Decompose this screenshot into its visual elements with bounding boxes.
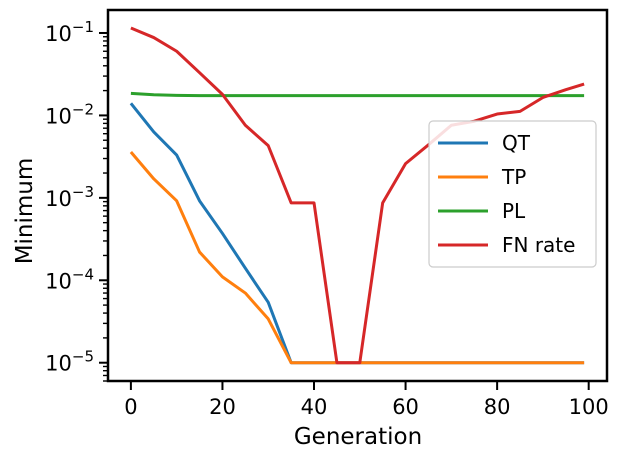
y-axis-title: Minimum [12,158,38,265]
y-tick-label: 10−4 [45,265,94,293]
y-tick-label: 10−2 [45,100,94,128]
x-tick-label: 100 [569,395,609,419]
legend: QT TP PL FN rate [428,120,597,268]
x-axis-title: Generation [294,424,422,450]
x-tick-label: 20 [209,395,236,419]
legend-label: QT [502,131,531,155]
y-tick-label: 10−3 [45,183,94,211]
x-tick-label: 80 [484,395,511,419]
x-tick-label: 40 [301,395,328,419]
axes-layer [106,8,609,383]
legend-label: FN rate [502,233,575,257]
legend-label: TP [501,165,526,189]
series-line-fn-rate [130,26,585,365]
ticks-layer: 0 20 40 60 80 100 10−5 10−4 10−3 10−2 10−1 [45,18,609,419]
plot-frame [106,8,609,383]
legend-box [428,120,597,268]
y-tick-label: 10−5 [45,348,94,376]
legend-label: PL [502,199,526,223]
y-tick-label: 10−1 [45,18,94,46]
series-line-pl [130,91,585,98]
series-layer [129,26,585,365]
x-tick-label: 0 [124,395,137,419]
x-tick-label: 60 [392,395,419,419]
